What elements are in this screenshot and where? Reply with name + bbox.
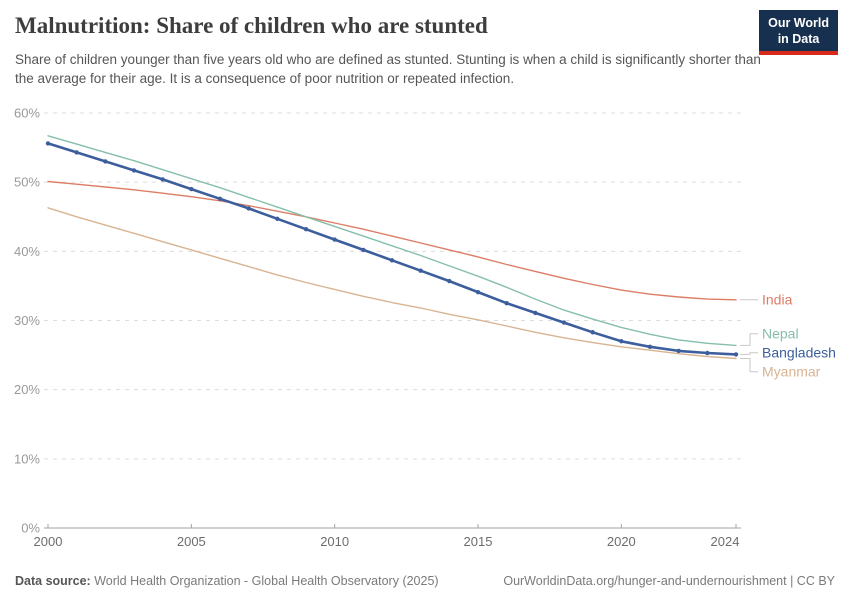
legend-label-bangladesh[interactable]: Bangladesh [762, 344, 836, 360]
data-source: Data source: World Health Organization -… [15, 574, 439, 588]
x-axis-label: 2024 [711, 534, 740, 549]
data-point-bangladesh[interactable] [361, 247, 366, 253]
owid-logo-line2: in Data [777, 31, 820, 46]
footer-link[interactable]: OurWorldinData.org/hunger-and-undernouri… [503, 574, 835, 588]
legend-label-myanmar[interactable]: Myanmar [762, 363, 821, 379]
legend-leader-line [740, 333, 758, 346]
data-point-bangladesh[interactable] [45, 141, 51, 146]
y-axis-label: 60% [14, 106, 40, 121]
series-line-myanmar[interactable] [47, 207, 737, 360]
x-axis-label: 2015 [464, 534, 493, 549]
data-point-bangladesh[interactable] [418, 268, 423, 273]
data-point-bangladesh[interactable] [74, 150, 79, 155]
data-point-bangladesh[interactable] [590, 330, 595, 335]
legend-label-india[interactable]: India [762, 291, 793, 307]
page-title: Malnutrition: Share of children who are … [15, 13, 488, 38]
y-axis-label: 0% [21, 521, 40, 536]
x-axis-label: 2020 [607, 534, 636, 549]
y-axis-label: 50% [14, 175, 40, 190]
data-point-bangladesh[interactable] [647, 344, 653, 349]
data-point-bangladesh[interactable] [103, 159, 108, 164]
owid-logo-line1: Our World [768, 16, 829, 30]
x-axis-label: 2005 [177, 534, 206, 549]
y-axis-label: 30% [14, 313, 40, 328]
data-point-bangladesh[interactable] [447, 278, 452, 284]
series-line-india[interactable] [47, 180, 737, 301]
y-axis-label: 20% [14, 382, 40, 397]
x-axis-label: 2010 [320, 534, 349, 549]
y-axis-label: 10% [14, 451, 40, 466]
series-line-bangladesh[interactable] [46, 142, 738, 356]
y-axis-label: 40% [14, 244, 40, 259]
data-point-bangladesh[interactable] [217, 196, 223, 201]
data-point-bangladesh[interactable] [246, 206, 251, 211]
data-point-bangladesh[interactable] [475, 289, 481, 295]
legend-label-nepal[interactable]: Nepal [762, 325, 799, 341]
data-point-bangladesh[interactable] [733, 352, 739, 357]
series-line-nepal[interactable] [47, 135, 737, 347]
data-point-bangladesh[interactable] [705, 350, 710, 356]
chart-subtitle: Share of children younger than five year… [15, 52, 761, 87]
data-point-bangladesh[interactable] [303, 227, 309, 232]
legend-leader-line [740, 358, 758, 373]
chart-footer: Data source: World Health Organization -… [15, 574, 835, 588]
data-point-bangladesh[interactable] [533, 310, 538, 316]
legend-leader-line [740, 352, 758, 355]
x-axis-label: 2000 [34, 534, 63, 549]
data-point-bangladesh[interactable] [332, 237, 337, 242]
owid-logo[interactable]: Our World in Data [759, 10, 838, 56]
data-point-bangladesh[interactable] [676, 348, 681, 354]
data-point-bangladesh[interactable] [189, 186, 194, 192]
data-point-bangladesh[interactable] [389, 258, 395, 263]
data-point-bangladesh[interactable] [275, 216, 280, 222]
data-point-bangladesh[interactable] [160, 177, 165, 182]
data-point-bangladesh[interactable] [561, 320, 567, 325]
data-point-bangladesh[interactable] [504, 301, 509, 306]
data-point-bangladesh[interactable] [619, 339, 624, 344]
data-point-bangladesh[interactable] [131, 168, 137, 173]
